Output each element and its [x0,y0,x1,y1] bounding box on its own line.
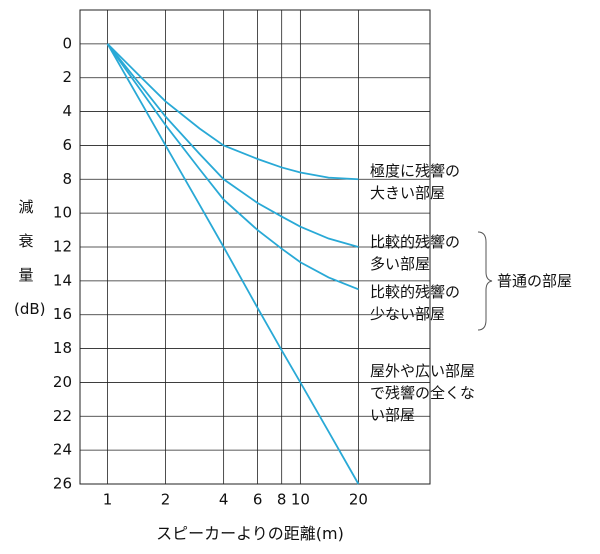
x-tick-label: 20 [349,491,368,509]
series-label: 極度に残響の大きい部屋 [370,162,461,202]
group-annotation: 普通の部屋 [497,272,573,290]
y-tick-label: 26 [53,475,72,493]
y-tick-label: 20 [53,373,72,391]
y-tick-label: 14 [53,271,72,289]
y-tick-label: 22 [53,407,72,425]
series-line [106,43,360,485]
y-tick-label: 18 [53,339,72,357]
series-label: 比較的残響の少ない部屋 [370,283,461,323]
bracket [477,231,493,331]
y-tick-label: 0 [62,34,72,52]
y-tick-label: 8 [62,170,72,188]
series-line [106,43,359,291]
x-tick-label: 10 [291,491,310,509]
y-tick-label: 12 [53,238,72,256]
x-tick-label: 6 [253,491,263,509]
series-label: 屋外や広い部屋で残響の全くない部屋 [370,362,476,424]
x-tick-label: 4 [219,491,229,509]
x-axis-label: スピーカーよりの距離(m) [156,524,344,543]
series-label: 比較的残響の多い部屋 [370,233,461,273]
y-tick-label: 10 [53,204,72,222]
y-tick-label: 24 [53,441,72,459]
x-tick-label: 1 [103,491,113,509]
y-tick-label: 4 [62,102,72,120]
y-tick-label: 6 [62,136,72,154]
y-tick-label: 2 [62,68,72,86]
y-tick-label: 16 [53,305,72,323]
y-axis-label: 減衰量(dB) [14,198,46,318]
series-line [106,43,359,181]
x-tick-label: 8 [277,491,287,509]
series-line [106,43,359,248]
x-tick-label: 2 [161,491,171,509]
